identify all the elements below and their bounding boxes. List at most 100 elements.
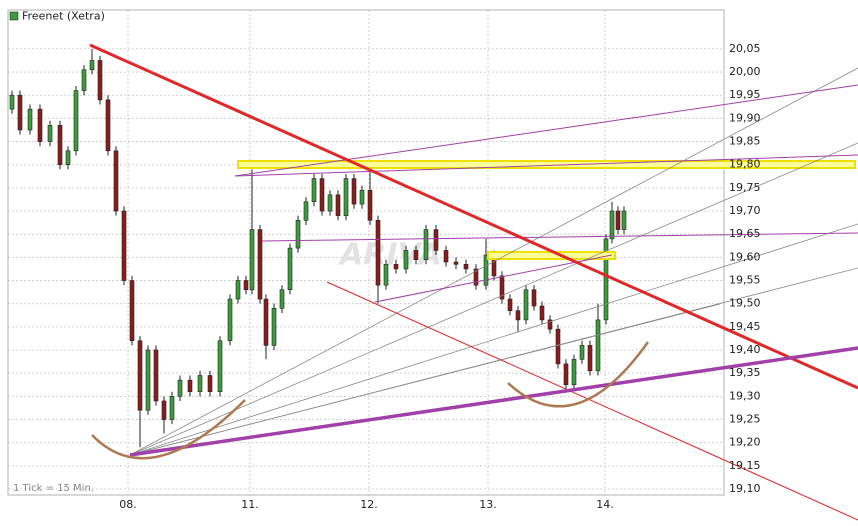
channel-lines	[234, 84, 858, 303]
candle-body	[621, 210, 627, 230]
candle-body	[9, 94, 15, 110]
candle-body	[97, 60, 103, 101]
candle-body	[463, 264, 469, 270]
candle-body	[137, 340, 143, 411]
y-tick-label: 19,30	[729, 389, 761, 402]
plot-frame	[7, 9, 725, 496]
fan-line	[129, 67, 858, 456]
candle-body	[383, 264, 389, 286]
candle-body	[57, 125, 63, 166]
candle-body	[587, 345, 593, 372]
candle-body	[453, 261, 459, 265]
candle-body	[303, 201, 309, 221]
candle-body	[187, 379, 193, 393]
candle-body	[73, 90, 79, 152]
candle-body	[515, 310, 521, 321]
candle-body	[145, 349, 151, 411]
candles	[9, 48, 627, 448]
y-tick-label: 19,35	[729, 366, 761, 379]
candle-body	[47, 125, 53, 142]
candle-body	[579, 345, 585, 360]
candle-body	[393, 264, 399, 270]
candle-body	[539, 305, 545, 321]
candle-body	[311, 178, 317, 203]
candle-body	[113, 150, 119, 212]
x-tick-label: 11.	[241, 498, 259, 511]
fan-lines	[129, 67, 858, 456]
fan-line	[129, 303, 721, 456]
candle-body	[367, 189, 373, 221]
fan-line	[129, 142, 858, 456]
channel-line	[261, 232, 858, 242]
fan-line	[129, 223, 858, 456]
candle-body	[89, 60, 95, 71]
legend-label: Freenet (Xetra)	[22, 10, 105, 23]
resistance-zone	[237, 160, 856, 169]
drawings	[89, 43, 858, 521]
candle-body	[235, 280, 241, 300]
candle-body	[319, 178, 325, 212]
y-tick-label: 19,25	[729, 412, 761, 425]
y-tick-label: 19,70	[729, 204, 761, 217]
candle-body	[177, 379, 183, 397]
candle-body	[563, 363, 569, 386]
channel-line	[234, 84, 858, 177]
y-tick-label: 19,55	[729, 274, 761, 287]
candle-body	[335, 194, 341, 216]
channel-line	[374, 254, 613, 303]
y-tick-label: 19,45	[729, 320, 761, 333]
candle-body	[279, 289, 285, 309]
candle-body	[197, 375, 203, 393]
candle-body	[555, 328, 561, 365]
x-tick-label: 08.	[119, 498, 137, 511]
candle-body	[243, 280, 249, 291]
candle-body	[423, 229, 429, 260]
tick-info: 1 Tick = 15 Min.	[13, 483, 94, 494]
x-tick-label: 14.	[596, 498, 614, 511]
y-tick-label: 19,10	[729, 482, 761, 495]
legend-swatch	[9, 11, 19, 21]
candle-body	[403, 250, 409, 270]
candle-body	[375, 220, 381, 286]
candle-body	[343, 178, 349, 216]
x-tick-label: 13.	[479, 498, 497, 511]
candle-body	[359, 189, 365, 205]
y-tick-label: 19,90	[729, 111, 761, 124]
candle-body	[287, 247, 293, 291]
candle-body	[413, 250, 419, 260]
y-tick-label: 19,80	[729, 158, 761, 171]
y-tick-label: 19,15	[729, 459, 761, 472]
y-tick-label: 19,40	[729, 343, 761, 356]
y-tick-label: 19,50	[729, 297, 761, 310]
candle-body	[609, 210, 615, 240]
candle-body	[257, 229, 263, 300]
uptrend-line	[129, 346, 858, 457]
candle-body	[327, 194, 333, 212]
candle-body	[27, 108, 33, 131]
y-tick-label: 19,65	[729, 227, 761, 240]
candle-body	[249, 229, 255, 291]
candle-body	[121, 210, 127, 281]
candle-body	[207, 375, 213, 393]
candle-body	[217, 340, 223, 393]
downtrend-line	[89, 43, 858, 390]
candle-body	[433, 229, 439, 251]
candle-body	[105, 99, 111, 152]
candle-body	[483, 254, 489, 286]
candle-body	[153, 349, 159, 402]
candle-body	[443, 250, 449, 263]
candle-body	[507, 298, 513, 311]
candle-body	[169, 396, 175, 420]
y-tick-label: 19,75	[729, 181, 761, 194]
candle-body	[351, 178, 357, 205]
bowl-curve	[507, 341, 650, 408]
candle-body	[523, 289, 529, 321]
candle-body	[595, 319, 601, 372]
candle-body	[37, 108, 43, 142]
y-tick-label: 19,20	[729, 436, 761, 449]
candle-body	[81, 69, 87, 91]
y-tick-label: 20,00	[729, 65, 761, 78]
candle-body	[227, 298, 233, 342]
